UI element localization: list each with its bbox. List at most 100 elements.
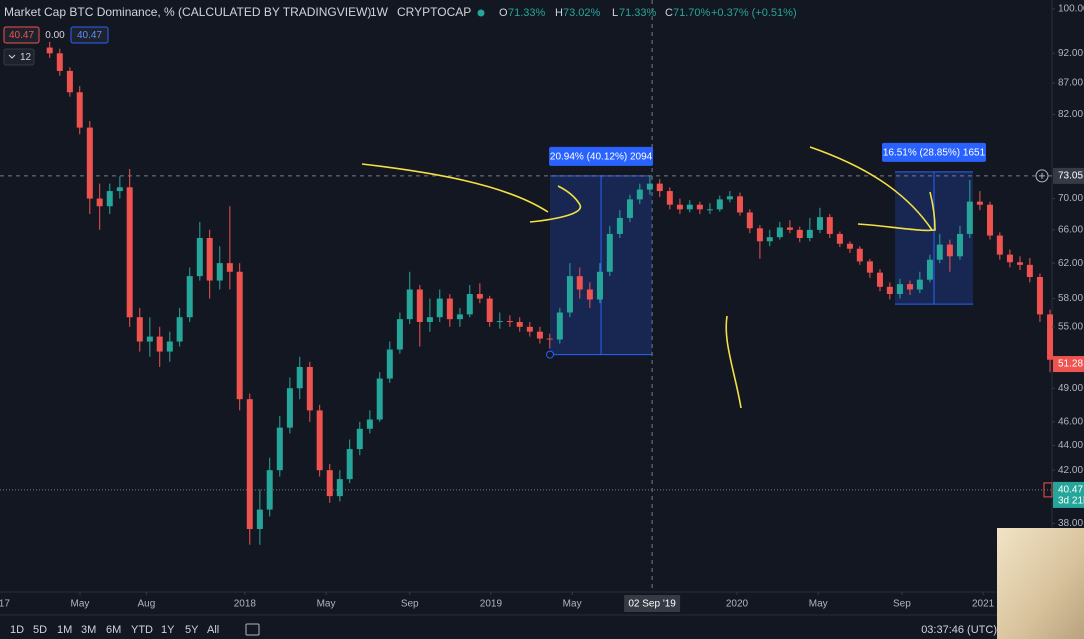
input-box[interactable] (70, 26, 109, 44)
candle-body (836, 233, 843, 244)
candle-body (356, 428, 363, 450)
candle-body (956, 233, 963, 257)
measure-label-box (549, 146, 654, 166)
candle-body (466, 294, 473, 315)
symbol-title: Market Cap BTC Dominance, % (CALCULATED … (4, 5, 371, 19)
candle-body (816, 217, 823, 230)
candle-body (1026, 264, 1033, 278)
candle-body (56, 53, 63, 71)
price-line-label: 40.47 (1058, 485, 1083, 496)
x-tick-label: 2018 (234, 599, 257, 610)
candle-body (76, 92, 83, 128)
drawing (361, 163, 549, 213)
candle-body (996, 235, 1003, 255)
interval[interactable]: 1W (370, 5, 389, 19)
candle-body (716, 199, 723, 210)
indicator-count: 12 (20, 52, 32, 63)
overlay (361, 146, 936, 409)
ohlc-value: 71.70% (673, 7, 711, 19)
candle-body (546, 338, 553, 340)
candle-body (156, 336, 163, 352)
candle-body (196, 237, 203, 277)
range-button[interactable]: 3M (81, 624, 96, 636)
candle-body (686, 204, 693, 210)
candle-body (526, 326, 533, 332)
candle-body (416, 289, 423, 323)
crosshair-time-box (624, 595, 681, 612)
candle-body (666, 191, 673, 205)
candle-body (656, 183, 663, 192)
candle-body (206, 237, 213, 281)
candle-body (676, 204, 683, 210)
candle-body (306, 366, 313, 411)
measure-label: 16.51% (28.85%) 1651 (883, 148, 986, 159)
chevron-icon (8, 54, 16, 59)
candle-body (216, 263, 223, 281)
range-button[interactable]: YTD (131, 624, 153, 636)
y-tick-label: 49.00 (1058, 383, 1083, 394)
range-button[interactable]: 5Y (185, 624, 199, 636)
candle-body (246, 399, 253, 530)
clock: 03:37:46 (UTC) (921, 624, 997, 636)
range-button[interactable]: 5D (33, 624, 47, 636)
candle-body (276, 427, 283, 471)
drawing (809, 146, 933, 231)
range-button[interactable]: 1M (57, 624, 72, 636)
change: +0.37% (+0.51%) (711, 7, 797, 19)
candle-body (856, 248, 863, 262)
candle-body (736, 196, 743, 213)
ohlc-value: 73.02% (563, 7, 601, 19)
exchange: CRYPTOCAP (397, 5, 471, 19)
candle-body (236, 271, 243, 400)
measure-handle (545, 350, 554, 359)
candle-body (176, 317, 183, 342)
candle-body (756, 228, 763, 242)
candle-body (456, 314, 463, 320)
candle-body (846, 243, 853, 249)
y-tick-label: 38.00 (1058, 518, 1083, 529)
candle-body (166, 341, 173, 352)
candle-body (907, 284, 914, 290)
measure-label-box (882, 142, 987, 162)
crosshair-time: 02 Sep '19 (628, 599, 676, 610)
candle-body (576, 276, 583, 290)
candle-body (336, 479, 343, 497)
range-button[interactable]: 1D (10, 624, 24, 636)
candle-body (946, 244, 953, 257)
drawing (725, 315, 742, 409)
candle-body (766, 237, 773, 242)
drawing (857, 191, 936, 232)
calendar-icon[interactable] (245, 623, 260, 636)
candle-body (866, 261, 873, 273)
candle-body (226, 263, 233, 272)
candle-body (1047, 314, 1054, 360)
candle-body (936, 244, 943, 260)
y-tick-label: 82.00 (1058, 109, 1083, 120)
countdown: 3d 21h (1058, 496, 1084, 507)
candle-body (476, 294, 483, 299)
y-tick-label: 100.00 (1058, 4, 1084, 15)
indicator-toggle[interactable] (3, 48, 35, 66)
candle-body (386, 349, 393, 379)
y-tick-label: 62.00 (1058, 258, 1083, 269)
candle-body (46, 47, 53, 54)
y-tick-label: 58.00 (1058, 293, 1083, 304)
candle-body (726, 196, 733, 200)
input-box[interactable] (3, 26, 40, 44)
ohlc-value: 71.33% (619, 7, 657, 19)
range-button[interactable]: 1Y (161, 624, 175, 636)
candle-body (296, 366, 303, 389)
x-tick-label: May (71, 599, 90, 610)
candle-body (146, 336, 153, 342)
range-button[interactable]: All (207, 624, 219, 636)
candle-body (966, 201, 973, 234)
candle-body (976, 201, 983, 205)
ohlc-key: C (665, 7, 673, 19)
candle-body (746, 212, 753, 229)
x-tick-label: Sep (401, 599, 419, 610)
candle-body (826, 217, 833, 234)
range-button[interactable]: 6M (106, 624, 121, 636)
candle-body (1036, 277, 1043, 315)
